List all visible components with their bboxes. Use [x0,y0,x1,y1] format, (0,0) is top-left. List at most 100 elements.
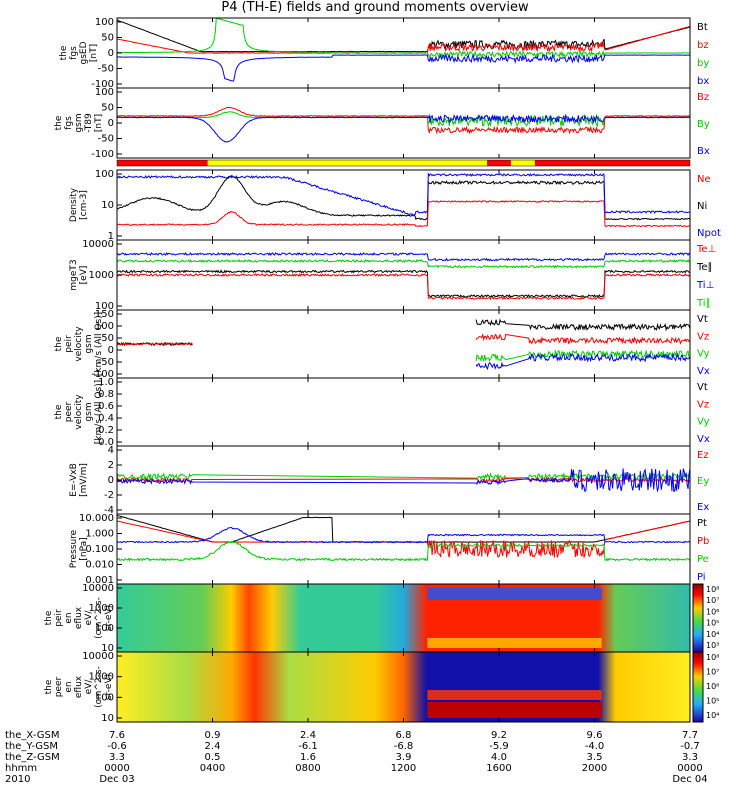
colorbar [692,651,704,723]
y-tick-label: 0 [108,345,114,356]
colorbar-label: 10⁶ [706,682,719,691]
ephemeris-value: 2000 [582,763,607,774]
y-axis-label-line: [nPa] [79,537,89,560]
legend-label: Pb [697,536,709,547]
y-axis-label-line: the [44,610,54,625]
y-tick-label: 0.2 [98,425,114,436]
legend-label: bz [697,40,709,51]
chart-title: P4 (TH-E) fields and ground moments over… [221,0,529,15]
y-tick-label: 50 [101,103,114,114]
ephemeris-value: 0000 [104,763,129,774]
colorbar-label: 10⁵ [706,697,719,706]
series-Teperp [117,273,690,301]
ephemeris-value: -0.6 [107,741,127,752]
y-tick-label: 10000 [82,583,114,594]
y-tick-label: 150 [95,309,114,320]
ephemeris-value: Dec 04 [672,774,707,785]
ephemeris-value: 7.6 [109,730,125,741]
y-tick-label: 0.8 [98,389,114,400]
ephemeris-value: -4.0 [585,741,605,752]
ephemeris-value: 9.6 [587,730,603,741]
y-axis-label-line: fgs [64,116,74,130]
y-axis-label-line: fgs [69,46,79,60]
y-axis-label-line: Density [69,187,79,222]
ephemeris-row-label: 2010 [5,774,30,785]
series-Bz [117,106,690,135]
legend-label: By [697,119,710,130]
ephemeris-row-label: the_X-GSM [5,730,59,741]
y-axis-label-line: en [64,612,74,623]
panel-frame [116,377,691,447]
ephemeris-row-label: the_Z-GSM [5,752,60,763]
y-tick-label: 100 [95,321,114,332]
y-tick-label: 1 [108,231,114,242]
y-axis-label: the peer en eflux eV/(cm^2-s-sr-eV) [44,666,114,708]
y-axis-label: Pressure [nPa] [69,529,89,568]
y-axis-label-line: the [54,115,64,130]
series-Ey [117,472,690,482]
ephemeris-value: 0000 [677,763,702,774]
ephemeris-value: 9.2 [491,730,507,741]
series-Pi [117,526,690,544]
y-tick-label: -50 [98,134,114,145]
series-Tiperp [117,251,690,262]
legend-label: Ez [697,450,709,461]
y-tick-label: 100 [95,87,114,98]
y-axis-label-line: gsm [84,334,94,353]
y-axis-label-line: sr-eV) [104,674,114,700]
legend-label: by [697,58,709,69]
ephemeris-value: 0400 [200,763,225,774]
y-axis-label-line: peer [64,401,74,422]
colorbar-label: 10⁸ [706,653,719,662]
legend-label: Bz [697,92,709,103]
colorbar-label: 10⁶ [706,607,719,616]
panel-frame [116,309,691,379]
y-tick-label: 2 [108,460,114,471]
series-Ni [117,175,690,221]
y-tick-label: 50 [101,333,114,344]
y-tick-label: 4 [108,445,114,456]
legend-label: bx [697,76,709,87]
y-tick-label: 1000 [89,270,114,281]
series-Pe [117,540,690,562]
ephemeris-value: 1.6 [300,752,316,763]
ephemeris-value: 0800 [295,763,320,774]
legend-label: Bt [697,22,708,33]
y-axis-label-line: E=-VxB [69,463,79,497]
y-axis-label-line: eflux [74,675,84,698]
y-tick-label: 100 [95,169,114,180]
series-Npot [117,172,690,217]
legend-label: Ey [697,476,709,487]
ephemeris-value: 2.4 [300,730,316,741]
y-axis-label-line: eV/ [84,679,94,695]
y-axis-label-line: sr-eV) [104,605,114,631]
legend-label: Te⊥ [696,244,716,255]
legend-label: Vy [697,349,710,360]
orbit-status-bar [534,160,690,166]
ephemeris-value: 2.4 [205,741,221,752]
y-tick-label: 10000 [82,239,114,250]
y-tick-label: 100 [95,301,114,312]
y-axis-label-line: [nT] [94,114,104,132]
ephemeris-value: 1200 [391,763,416,774]
ephemeris-value: Dec 03 [99,774,134,785]
y-tick-label: 0.001 [85,575,114,586]
y-tick-label: 10.000 [79,513,114,524]
y-tick-label: 100 [95,623,114,634]
y-axis-label-line: peir [64,335,74,353]
y-tick-label: 1000 [89,603,114,614]
y-axis-label-line: (cm^2-s- [94,666,104,708]
ephemeris-value: -0.7 [680,741,700,752]
legend-label: Te∥ [696,262,713,273]
y-axis-label: mgeT3 [eV] [69,259,89,290]
ephemeris-value: 3.3 [109,752,125,763]
y-tick-label: 1.0 [98,377,114,388]
y-axis-label-line: [mV/m] [79,463,89,497]
ephemeris-value: -5.9 [489,741,509,752]
legend-label: Pi [697,572,706,583]
y-tick-label: 100 [95,17,114,28]
ion-spectrogram [117,584,690,652]
y-axis-label-line: velocity [74,394,84,430]
colorbar-label: 10³ [706,641,719,650]
y-tick-label: 1000 [89,672,114,683]
